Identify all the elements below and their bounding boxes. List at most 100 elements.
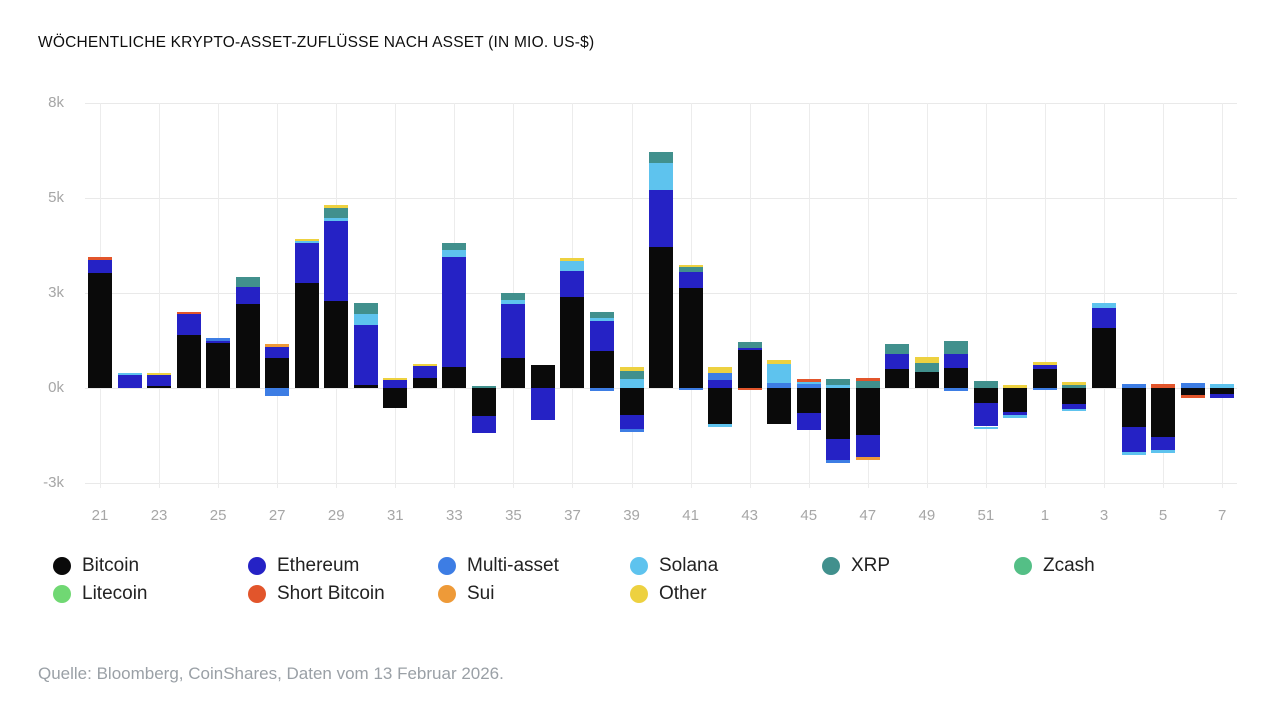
- bar-segment-week-44-other: [767, 360, 792, 364]
- bar-segment-week-31-ethereum: [383, 380, 408, 388]
- bar-segment-week-50-bitcoin: [944, 367, 969, 388]
- bar-segment-week-40-bitcoin: [649, 246, 674, 388]
- legend-label: Solana: [659, 555, 719, 576]
- bar-segment-week-50-xrp: [944, 341, 969, 354]
- x-gridline: [277, 103, 279, 488]
- bar-segment-week-46-ethereum: [826, 439, 851, 460]
- y-axis-tick-label: -3k: [43, 474, 64, 491]
- x-gridline: [1163, 103, 1165, 488]
- legend-item-multi-asset: Multi-asset: [438, 555, 630, 577]
- xrp-color-dot-icon: [822, 557, 840, 575]
- bar-segment-week-52-ethereum: [1003, 412, 1028, 416]
- x-axis-tick-label-week-23: 23: [150, 507, 168, 524]
- x-axis-tick-label-week-29: 29: [327, 507, 345, 524]
- bar-segment-week-42-ethereum: [708, 380, 733, 388]
- bar-segment-week-41-bitcoin: [678, 287, 703, 388]
- other-color-dot-icon: [630, 585, 648, 603]
- legend-label: Ethereum: [277, 555, 360, 576]
- bar-segment-week-27-bitcoin: [265, 358, 290, 388]
- bar-segment-week-7-bitcoin: [1210, 388, 1235, 395]
- bar-segment-week-1-multi-asset: [1032, 388, 1057, 391]
- bar-segment-week-35-bitcoin: [501, 358, 526, 388]
- x-gridline: [749, 103, 751, 488]
- bar-segment-week-46-solana: [826, 385, 851, 388]
- legend-label: Zcash: [1043, 555, 1095, 576]
- bar-segment-week-22-solana: [117, 372, 142, 375]
- bar-segment-week-25-bitcoin: [206, 343, 231, 388]
- bar-segment-week-35-ethereum: [501, 304, 526, 359]
- bar-segment-week-33-xrp: [442, 243, 467, 251]
- bar-segment-week-52-solana: [1003, 415, 1028, 418]
- x-axis-tick-label-week-43: 43: [741, 507, 758, 524]
- bar-segment-week-42-bitcoin: [708, 388, 733, 424]
- bar-segment-week-33-solana: [442, 250, 467, 257]
- bar-segment-week-5-short-bitcoin: [1151, 384, 1176, 388]
- sui-color-dot-icon: [438, 585, 456, 603]
- bar-segment-week-7-solana: [1210, 384, 1235, 388]
- x-gridline: [631, 103, 633, 488]
- bar-segment-week-39-bitcoin: [619, 388, 644, 415]
- x-axis-tick-label-week-39: 39: [623, 507, 640, 524]
- bar-segment-week-47-short-bitcoin: [855, 378, 880, 382]
- bar-segment-week-49-xrp: [914, 363, 939, 373]
- bar-segment-week-28-bitcoin: [294, 282, 319, 388]
- bar-segment-week-46-bitcoin: [826, 388, 851, 440]
- bar-segment-week-23-ethereum: [147, 375, 172, 386]
- bar-segment-week-37-ethereum: [560, 271, 585, 297]
- bar-segment-week-7-ethereum: [1210, 394, 1235, 399]
- bar-segment-week-35-xrp: [501, 293, 526, 300]
- x-gridline: [159, 103, 161, 488]
- bar-segment-week-51-ethereum: [973, 403, 998, 427]
- bar-segment-week-52-bitcoin: [1003, 388, 1028, 413]
- bar-segment-week-5-solana: [1151, 449, 1176, 453]
- bar-segment-week-38-xrp: [590, 312, 614, 318]
- bar-segment-week-29-ethereum: [324, 221, 349, 302]
- bar-segment-week-4-ethereum: [1121, 426, 1146, 452]
- bar-segment-week-26-ethereum: [235, 286, 260, 304]
- bar-segment-week-45-bitcoin: [796, 388, 821, 413]
- x-axis-tick-label-week-45: 45: [800, 507, 818, 524]
- bar-segment-week-47-bitcoin: [855, 388, 880, 436]
- bar-segment-week-25-multi-asset: [206, 337, 231, 341]
- legend-label: Other: [659, 583, 707, 604]
- x-axis-tick-label-week-31: 31: [386, 507, 404, 524]
- bitcoin-color-dot-icon: [53, 557, 71, 575]
- bar-segment-week-35-solana: [501, 299, 526, 305]
- bar-segment-week-3-solana: [1092, 303, 1117, 308]
- bar-segment-week-27-sui: [265, 344, 290, 347]
- legend-label: XRP: [851, 555, 891, 576]
- bar-segment-week-25-ethereum: [206, 340, 231, 344]
- bar-segment-week-31-bitcoin: [383, 388, 408, 409]
- bar-segment-week-29-other: [324, 204, 349, 209]
- bar-segment-week-38-ethereum: [590, 320, 614, 351]
- bar-segment-week-2-ethereum: [1062, 404, 1087, 409]
- x-gridline: [395, 103, 397, 488]
- bar-segment-week-51-xrp: [973, 381, 998, 388]
- y-axis-tick-label: 3k: [48, 284, 64, 301]
- bar-segment-week-50-ethereum: [944, 353, 969, 368]
- bar-segment-week-50-multi-asset: [944, 388, 969, 391]
- x-axis-tick-label-week-7: 7: [1217, 507, 1227, 524]
- bar-segment-week-40-solana: [649, 163, 674, 191]
- legend-item-solana: Solana: [630, 555, 822, 577]
- x-gridline: [985, 103, 987, 488]
- x-gridline: [1222, 103, 1224, 488]
- bar-segment-week-2-xrp: [1062, 384, 1087, 388]
- bar-segment-week-51-bitcoin: [973, 388, 998, 404]
- stacked-bar-plot: 8k 5k 3k 0k -3k 21 23 25 27 29 31 33 35 37 39 41 43 45 47 4…: [43, 94, 1237, 524]
- bar-segment-week-34-xrp: [471, 385, 496, 388]
- bar-segment-week-42-multi-asset: [708, 373, 733, 381]
- y-axis-tick-label: 0k: [48, 379, 64, 396]
- bar-segment-week-28-solana: [294, 240, 319, 244]
- bar-segment-week-21-short-bitcoin: [88, 257, 112, 260]
- y-gridline: [85, 483, 1237, 484]
- bar-segment-week-52-other: [1003, 385, 1028, 388]
- bar-segment-week-41-ethereum: [678, 272, 703, 288]
- bar-segment-week-48-ethereum: [885, 353, 910, 369]
- x-gridline: [1104, 103, 1106, 488]
- bar-segment-week-39-xrp: [619, 370, 644, 379]
- bar-segment-week-26-xrp: [235, 276, 260, 287]
- bar-segment-week-5-bitcoin: [1151, 388, 1176, 437]
- bar-segment-week-36-bitcoin: [530, 365, 555, 388]
- y-gridline: [85, 103, 1237, 104]
